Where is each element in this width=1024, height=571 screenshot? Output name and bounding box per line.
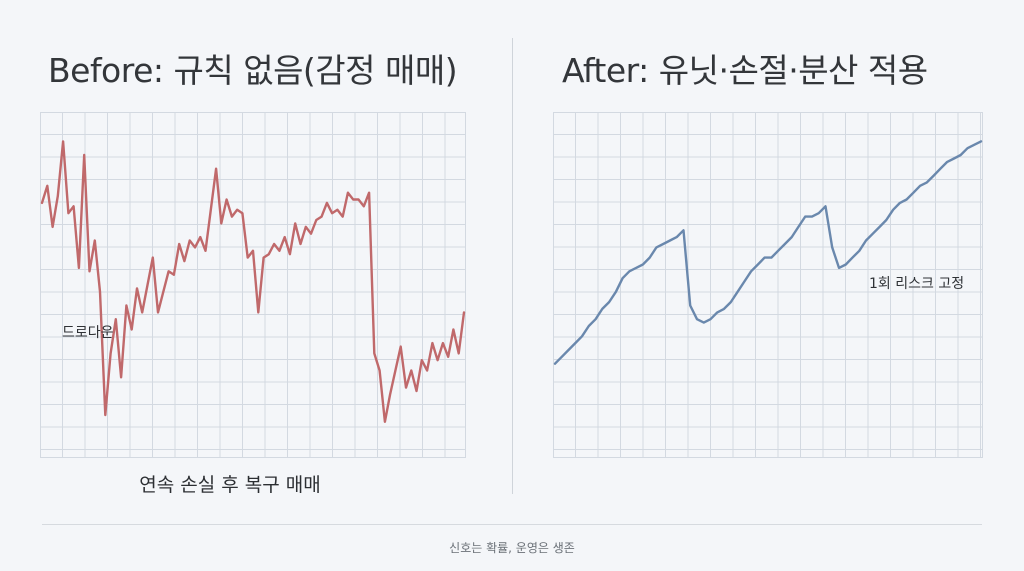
plot-border bbox=[40, 112, 466, 458]
after-chart: 1회 리스크 고정 bbox=[553, 112, 983, 458]
after-series-line bbox=[553, 140, 983, 365]
footer-divider bbox=[42, 524, 982, 525]
before-annotation-drawdown: 드로다운 bbox=[62, 325, 114, 341]
after-panel-title: After: 유닛·손절·분산 적용 bbox=[562, 51, 928, 90]
after-chart-grid bbox=[553, 112, 983, 458]
before-chart-grid bbox=[40, 112, 466, 458]
after-annotation-fixed-risk: 1회 리스크 고정 bbox=[869, 276, 964, 292]
panel-divider bbox=[512, 38, 513, 494]
footer-tagline: 신호는 확률, 운영은 생존 bbox=[449, 541, 575, 555]
before-series-line bbox=[40, 140, 466, 423]
before-chart-caption: 연속 손실 후 복구 매매 bbox=[139, 474, 321, 496]
before-panel-title: Before: 규칙 없음(감정 매매) bbox=[48, 51, 458, 90]
plot-border bbox=[553, 112, 983, 458]
before-chart: 드로다운 bbox=[40, 112, 466, 458]
